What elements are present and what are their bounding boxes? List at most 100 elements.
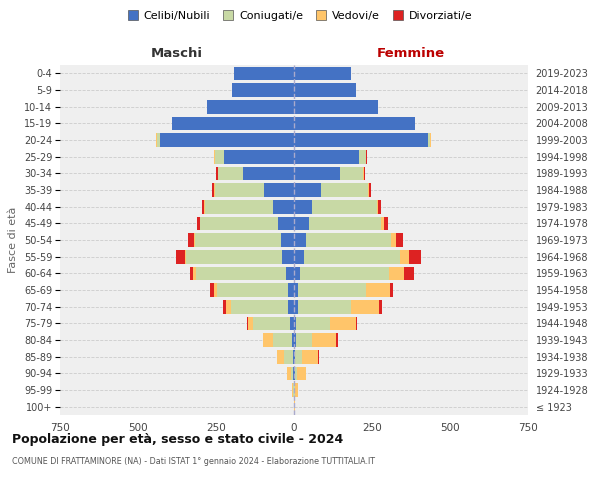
Bar xyxy=(366,150,367,164)
Bar xyxy=(294,350,295,364)
Bar xyxy=(253,316,290,330)
Bar xyxy=(294,66,351,80)
Bar xyxy=(186,250,282,264)
Bar xyxy=(214,150,215,164)
Bar xyxy=(217,166,218,180)
Bar xyxy=(294,183,322,197)
Bar xyxy=(242,166,294,180)
Bar xyxy=(409,250,421,264)
Bar xyxy=(277,350,284,364)
Bar xyxy=(223,300,226,314)
Bar xyxy=(306,233,391,247)
Bar xyxy=(377,200,378,213)
Bar xyxy=(369,183,371,197)
Bar xyxy=(210,283,214,297)
Bar xyxy=(290,316,294,330)
Bar xyxy=(292,383,293,397)
Bar xyxy=(294,400,295,413)
Bar xyxy=(296,316,330,330)
Bar xyxy=(214,283,217,297)
Bar xyxy=(202,200,204,213)
Bar xyxy=(294,133,428,147)
Bar xyxy=(282,250,294,264)
Bar xyxy=(289,283,294,297)
Bar xyxy=(312,333,337,347)
Bar xyxy=(157,133,160,147)
Text: Maschi: Maschi xyxy=(151,47,203,60)
Bar xyxy=(247,316,248,330)
Bar xyxy=(293,383,294,397)
Bar xyxy=(278,216,294,230)
Legend: Celibi/Nubili, Coniugati/e, Vedovi/e, Divorziati/e: Celibi/Nubili, Coniugati/e, Vedovi/e, Di… xyxy=(125,8,475,23)
Bar xyxy=(294,216,309,230)
Bar xyxy=(295,366,297,380)
Bar xyxy=(293,366,294,380)
Bar xyxy=(385,216,388,230)
Bar xyxy=(160,133,294,147)
Text: Femmine: Femmine xyxy=(377,47,445,60)
Bar xyxy=(352,300,379,314)
Bar xyxy=(226,300,231,314)
Bar xyxy=(298,283,366,297)
Bar xyxy=(340,166,362,180)
Bar xyxy=(217,283,289,297)
Bar xyxy=(248,316,253,330)
Bar xyxy=(224,150,294,164)
Bar xyxy=(273,200,294,213)
Bar xyxy=(294,250,304,264)
Bar xyxy=(364,166,365,180)
Bar xyxy=(212,183,214,197)
Bar xyxy=(265,183,294,197)
Bar xyxy=(294,200,312,213)
Bar xyxy=(156,133,157,147)
Bar xyxy=(309,216,382,230)
Bar xyxy=(379,300,382,314)
Bar xyxy=(294,150,359,164)
Bar xyxy=(197,216,200,230)
Bar xyxy=(366,283,390,297)
Bar xyxy=(231,300,288,314)
Bar xyxy=(382,216,385,230)
Bar xyxy=(232,83,294,97)
Bar xyxy=(200,216,278,230)
Bar xyxy=(294,83,356,97)
Bar xyxy=(378,200,382,213)
Bar xyxy=(294,383,295,397)
Bar xyxy=(214,183,215,197)
Y-axis label: Anni di nascita: Anni di nascita xyxy=(598,198,600,281)
Bar xyxy=(176,250,185,264)
Bar xyxy=(337,333,338,347)
Bar xyxy=(299,266,389,280)
Bar xyxy=(294,100,377,114)
Bar xyxy=(294,283,298,297)
Bar xyxy=(196,266,286,280)
Bar xyxy=(188,233,194,247)
Bar xyxy=(193,266,196,280)
Bar xyxy=(322,183,368,197)
Bar xyxy=(286,266,294,280)
Bar xyxy=(195,233,281,247)
Bar xyxy=(172,116,294,130)
Bar xyxy=(274,333,292,347)
Bar xyxy=(430,133,431,147)
Bar xyxy=(281,233,294,247)
Bar xyxy=(215,183,265,197)
Bar xyxy=(312,200,377,213)
Bar xyxy=(293,350,294,364)
Bar xyxy=(291,366,293,380)
Bar xyxy=(234,66,294,80)
Text: COMUNE DI FRATTAMINORE (NA) - Dati ISTAT 1° gennaio 2024 - Elaborazione TUTTITAL: COMUNE DI FRATTAMINORE (NA) - Dati ISTAT… xyxy=(12,458,375,466)
Bar xyxy=(359,150,366,164)
Bar xyxy=(295,383,298,397)
Bar xyxy=(294,233,306,247)
Bar xyxy=(330,316,356,330)
Bar xyxy=(284,350,293,364)
Bar xyxy=(391,233,396,247)
Bar xyxy=(404,266,415,280)
Bar xyxy=(215,150,224,164)
Bar xyxy=(294,116,415,130)
Bar xyxy=(205,200,273,213)
Bar xyxy=(294,300,298,314)
Bar xyxy=(294,166,340,180)
Bar xyxy=(428,133,430,147)
